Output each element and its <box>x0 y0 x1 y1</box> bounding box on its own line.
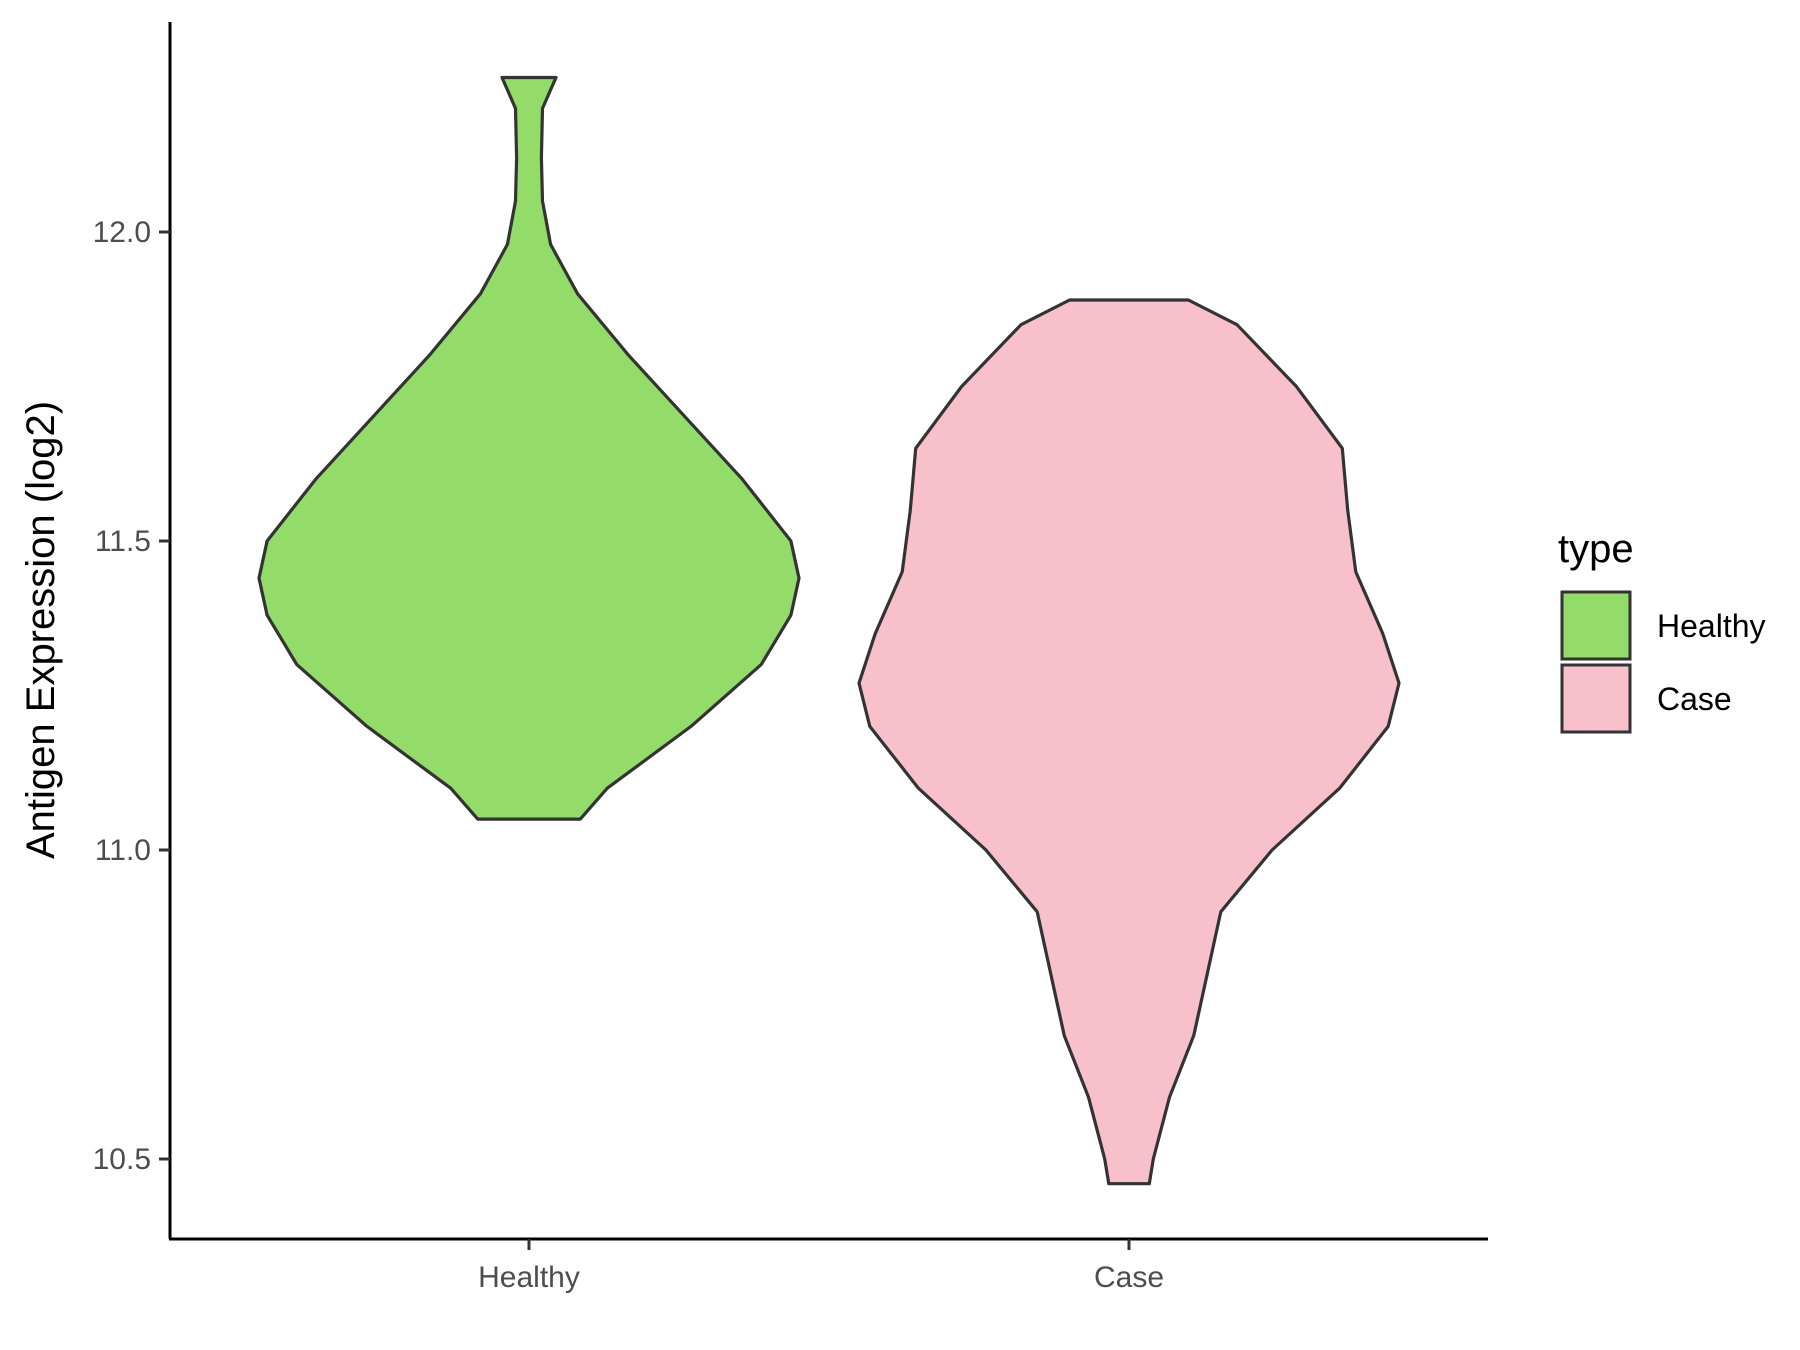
legend-label-healthy: Healthy <box>1657 608 1766 644</box>
y-axis-ticks: 10.5 11.0 11.5 12.0 <box>93 216 170 1176</box>
y-tick-label: 11.0 <box>95 834 151 867</box>
x-axis-ticks: Healthy Case <box>478 1239 1164 1294</box>
x-tick-label: Healthy <box>478 1261 580 1294</box>
legend-title: type <box>1558 527 1634 571</box>
y-axis-title: Antigen Expression (log2) <box>19 401 63 859</box>
x-tick-label: Case <box>1094 1261 1164 1294</box>
violin-healthy <box>257 75 801 821</box>
y-tick-label: 10.5 <box>93 1143 151 1176</box>
violin-layer <box>257 75 1401 1186</box>
legend-label-case: Case <box>1657 681 1732 717</box>
legend-items: Healthy Case <box>1560 590 1766 734</box>
violin-case <box>857 298 1401 1186</box>
y-tick-label: 12.0 <box>93 216 151 249</box>
legend-swatch-case <box>1560 663 1632 734</box>
y-tick-label: 11.5 <box>95 525 151 558</box>
legend-swatch-healthy <box>1560 590 1632 661</box>
legend: type Healthy Case <box>1558 527 1766 734</box>
